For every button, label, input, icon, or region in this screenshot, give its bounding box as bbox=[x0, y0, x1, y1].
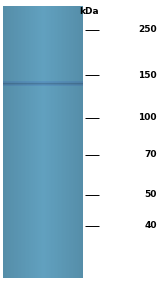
Bar bbox=[82, 6, 83, 278]
Bar bbox=[75, 6, 76, 278]
Bar bbox=[4, 6, 6, 278]
Bar bbox=[66, 6, 67, 278]
Bar bbox=[44, 6, 46, 278]
Bar bbox=[51, 6, 52, 278]
Bar bbox=[50, 6, 51, 278]
Bar bbox=[67, 6, 68, 278]
Bar bbox=[39, 6, 40, 278]
Bar bbox=[72, 6, 74, 278]
Text: 100: 100 bbox=[138, 113, 157, 122]
Bar bbox=[34, 6, 35, 278]
Bar bbox=[23, 6, 24, 278]
Text: 150: 150 bbox=[138, 71, 157, 80]
Text: 40: 40 bbox=[144, 221, 157, 230]
Bar bbox=[40, 6, 42, 278]
Bar bbox=[24, 6, 26, 278]
Bar bbox=[48, 6, 50, 278]
Bar bbox=[32, 6, 34, 278]
Bar bbox=[46, 6, 47, 278]
Bar bbox=[78, 6, 79, 278]
Bar bbox=[6, 6, 7, 278]
Text: kDa: kDa bbox=[80, 7, 99, 16]
Bar bbox=[55, 6, 56, 278]
Bar bbox=[18, 6, 19, 278]
Bar bbox=[64, 6, 66, 278]
Bar bbox=[42, 6, 43, 278]
Bar bbox=[76, 6, 78, 278]
Bar bbox=[28, 6, 30, 278]
Bar bbox=[74, 6, 75, 278]
Bar bbox=[27, 6, 28, 278]
Bar bbox=[71, 6, 72, 278]
Bar bbox=[16, 6, 18, 278]
Bar bbox=[79, 6, 80, 278]
Bar bbox=[26, 6, 27, 278]
Bar bbox=[38, 6, 39, 278]
Bar bbox=[22, 6, 23, 278]
Bar bbox=[30, 6, 31, 278]
Bar bbox=[3, 6, 4, 278]
Text: 250: 250 bbox=[138, 25, 157, 34]
Bar bbox=[20, 6, 22, 278]
Bar bbox=[60, 6, 62, 278]
Text: 50: 50 bbox=[144, 190, 157, 199]
Bar bbox=[58, 6, 59, 278]
Bar bbox=[80, 6, 82, 278]
Bar bbox=[68, 6, 70, 278]
Bar bbox=[14, 6, 15, 278]
Bar bbox=[11, 6, 12, 278]
Bar bbox=[52, 6, 54, 278]
Bar bbox=[56, 6, 58, 278]
Bar bbox=[15, 6, 16, 278]
Bar bbox=[62, 6, 63, 278]
Bar bbox=[10, 6, 11, 278]
Bar bbox=[70, 6, 71, 278]
Bar bbox=[36, 6, 38, 278]
Bar bbox=[54, 6, 55, 278]
Bar bbox=[35, 6, 36, 278]
Bar bbox=[8, 6, 10, 278]
Bar bbox=[59, 6, 60, 278]
Bar bbox=[12, 6, 14, 278]
Bar bbox=[31, 6, 32, 278]
Bar bbox=[47, 6, 48, 278]
Bar bbox=[63, 6, 64, 278]
Bar bbox=[7, 6, 8, 278]
Bar bbox=[43, 6, 44, 278]
Bar bbox=[19, 6, 20, 278]
Text: 70: 70 bbox=[144, 150, 157, 159]
